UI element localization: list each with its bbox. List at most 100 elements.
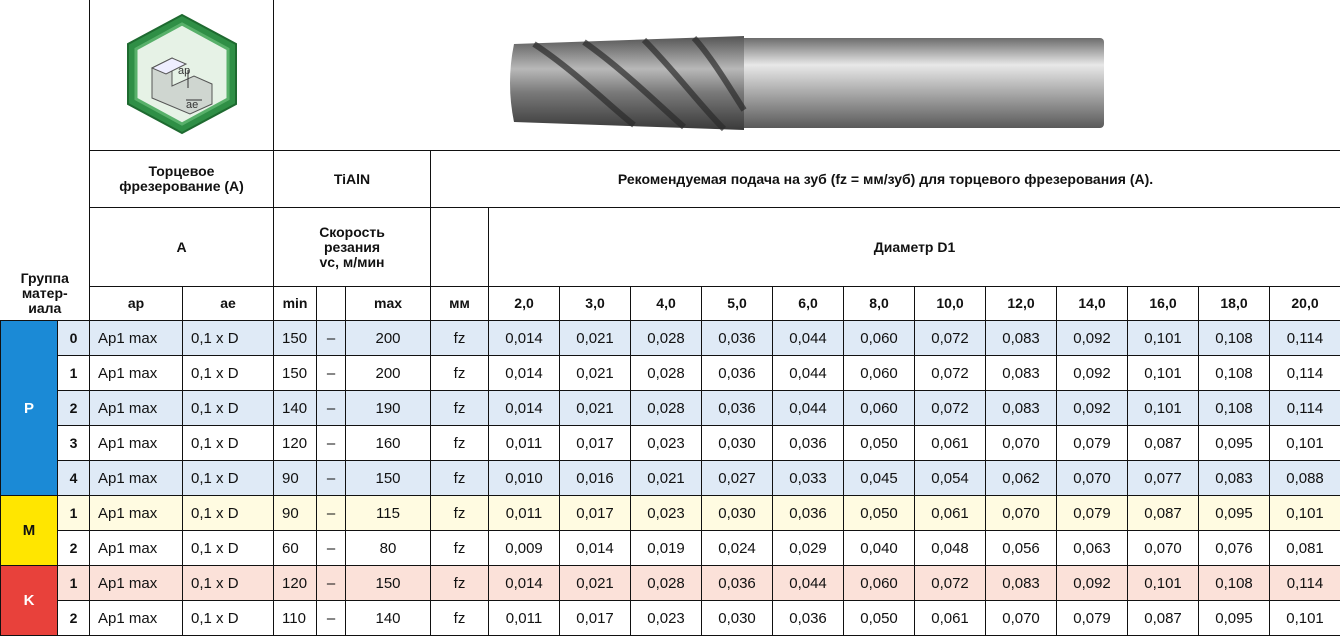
feed-value: 0,101: [1127, 390, 1200, 426]
max-cell: 140: [345, 600, 432, 636]
material-group: P: [0, 320, 58, 496]
subgroup: 1: [56, 355, 91, 391]
min-cell: 140: [273, 390, 318, 426]
feed-value: 0,054: [914, 460, 987, 496]
ae-cell: 0,1 x D: [182, 460, 275, 496]
data-row: P 0 Ap1 max 0,1 x D 150–200 fz 0,014 0,021 0,028…: [0, 320, 1340, 496]
ap-cell: Ap1 max: [89, 495, 184, 531]
feed-value: 0,017: [559, 495, 632, 531]
data-row: 2 Ap1 max 0,1 x D 140–190 fz 0,014 0,021 0,028 0…: [1, 390, 1340, 426]
header-row: Торцевое фрезерование (A) TiAlN Рекоменд…: [1, 150, 1340, 208]
diameter-header: 20,0: [1269, 286, 1340, 321]
feed-value: 0,101: [1269, 600, 1340, 636]
max-cell: 115: [345, 495, 432, 531]
min-cell: 150: [273, 355, 318, 391]
feed-value: 0,092: [1056, 565, 1129, 601]
feed-value: 0,114: [1269, 355, 1340, 391]
feed-value: 0,087: [1127, 495, 1200, 531]
feed-value: 0,070: [1056, 460, 1129, 496]
feed-value: 0,083: [985, 320, 1058, 356]
feed-value: 0,079: [1056, 495, 1129, 531]
subgroup: 0: [56, 320, 91, 356]
feed-value: 0,061: [914, 600, 987, 636]
data-row: M 1 Ap1 max 0,1 x D 90–115 fz 0,011 0,017 0,023 0…: [0, 495, 1340, 566]
blank-cell: [430, 207, 490, 287]
diameter-header: 16,0: [1127, 286, 1200, 321]
feed-value: 0,019: [630, 530, 703, 566]
feed-value: 0,072: [914, 355, 987, 391]
data-row: 4 Ap1 max 0,1 x D 90–150 fz 0,010 0,016 0,021 0,…: [1, 460, 1340, 496]
feed-value: 0,044: [772, 565, 845, 601]
feed-value: 0,060: [843, 320, 916, 356]
feed-value: 0,070: [1127, 530, 1200, 566]
subgroup: 2: [56, 600, 91, 636]
subgroup: 4: [56, 460, 91, 496]
dash-cell: –: [316, 355, 347, 391]
feed-value: 0,010: [488, 460, 561, 496]
feed-value: 0,011: [488, 495, 561, 531]
data-row: 3 Ap1 max 0,1 x D 120–160 fz 0,011 0,017 0,023 0…: [1, 425, 1340, 461]
feed-value: 0,095: [1198, 425, 1271, 461]
feed-value: 0,060: [843, 355, 916, 391]
feed-value: 0,036: [701, 320, 774, 356]
icon-label: ae: [186, 99, 198, 111]
feed-value: 0,114: [1269, 320, 1340, 356]
data-row: 2 Ap1 max 0,1 x D 60–80 fz 0,009 0,014 0,019 0,0…: [1, 530, 1340, 566]
feed-value: 0,040: [843, 530, 916, 566]
unit-cell: fz: [430, 600, 490, 636]
feed-value: 0,028: [630, 320, 703, 356]
dash-cell: –: [316, 460, 347, 496]
dash-cell: –: [316, 530, 347, 566]
feed-value: 0,014: [488, 355, 561, 391]
subgroup: 1: [56, 565, 91, 601]
feed-value: 0,076: [1198, 530, 1271, 566]
data-row: 1 Ap1 max 0,1 x D 150–200 fz 0,014 0,021 0,028 0…: [1, 355, 1340, 391]
feed-value: 0,050: [843, 600, 916, 636]
ap-cell: Ap1 max: [89, 425, 184, 461]
diameter-header: 3,0: [559, 286, 632, 321]
dash-cell: –: [316, 425, 347, 461]
feed-value: 0,072: [914, 390, 987, 426]
speed: Скорость резания vc, м/мин: [273, 207, 432, 287]
diameter-header: 5,0: [701, 286, 774, 321]
icon-label: ap: [178, 65, 190, 77]
column-header: min: [273, 286, 318, 321]
feed-value: 0,101: [1127, 320, 1200, 356]
feed-value: 0,081: [1269, 530, 1340, 566]
ae-cell: 0,1 x D: [182, 390, 275, 426]
min-cell: 120: [273, 425, 318, 461]
min-cell: 90: [273, 495, 318, 531]
feed-value: 0,077: [1127, 460, 1200, 496]
operation-icon: ap ae: [127, 13, 238, 135]
feed-title: Рекомендуемая подача на зуб (fz = мм/зуб…: [430, 150, 1340, 208]
material-group: K: [0, 565, 58, 636]
ap-cell: Ap1 max: [89, 565, 184, 601]
feed-value: 0,021: [559, 320, 632, 356]
unit-cell: fz: [430, 320, 490, 356]
feed-value: 0,087: [1127, 600, 1200, 636]
feed-value: 0,033: [772, 460, 845, 496]
material-group: M: [0, 495, 58, 566]
tool-cell: [273, 0, 1340, 151]
feed-value: 0,095: [1198, 495, 1271, 531]
max-cell: 200: [345, 320, 432, 356]
feed-value: 0,092: [1056, 390, 1129, 426]
max-cell: 200: [345, 355, 432, 391]
data-row: K 1 Ap1 max 0,1 x D 120–150 fz 0,014 0,021 0,028…: [0, 565, 1340, 636]
subgroup: 3: [56, 425, 91, 461]
subgroup: 1: [56, 495, 91, 531]
feed-value: 0,014: [488, 320, 561, 356]
diameter-header: 10,0: [914, 286, 987, 321]
feed-value: 0,061: [914, 425, 987, 461]
dash-cell: –: [316, 565, 347, 601]
ae-cell: 0,1 x D: [182, 565, 275, 601]
dash-cell: –: [316, 495, 347, 531]
diameter-header: 8,0: [843, 286, 916, 321]
feed-value: 0,095: [1198, 600, 1271, 636]
feed-value: 0,023: [630, 425, 703, 461]
feed-value: 0,045: [843, 460, 916, 496]
subgroup: 2: [56, 390, 91, 426]
ap-cell: Ap1 max: [89, 530, 184, 566]
